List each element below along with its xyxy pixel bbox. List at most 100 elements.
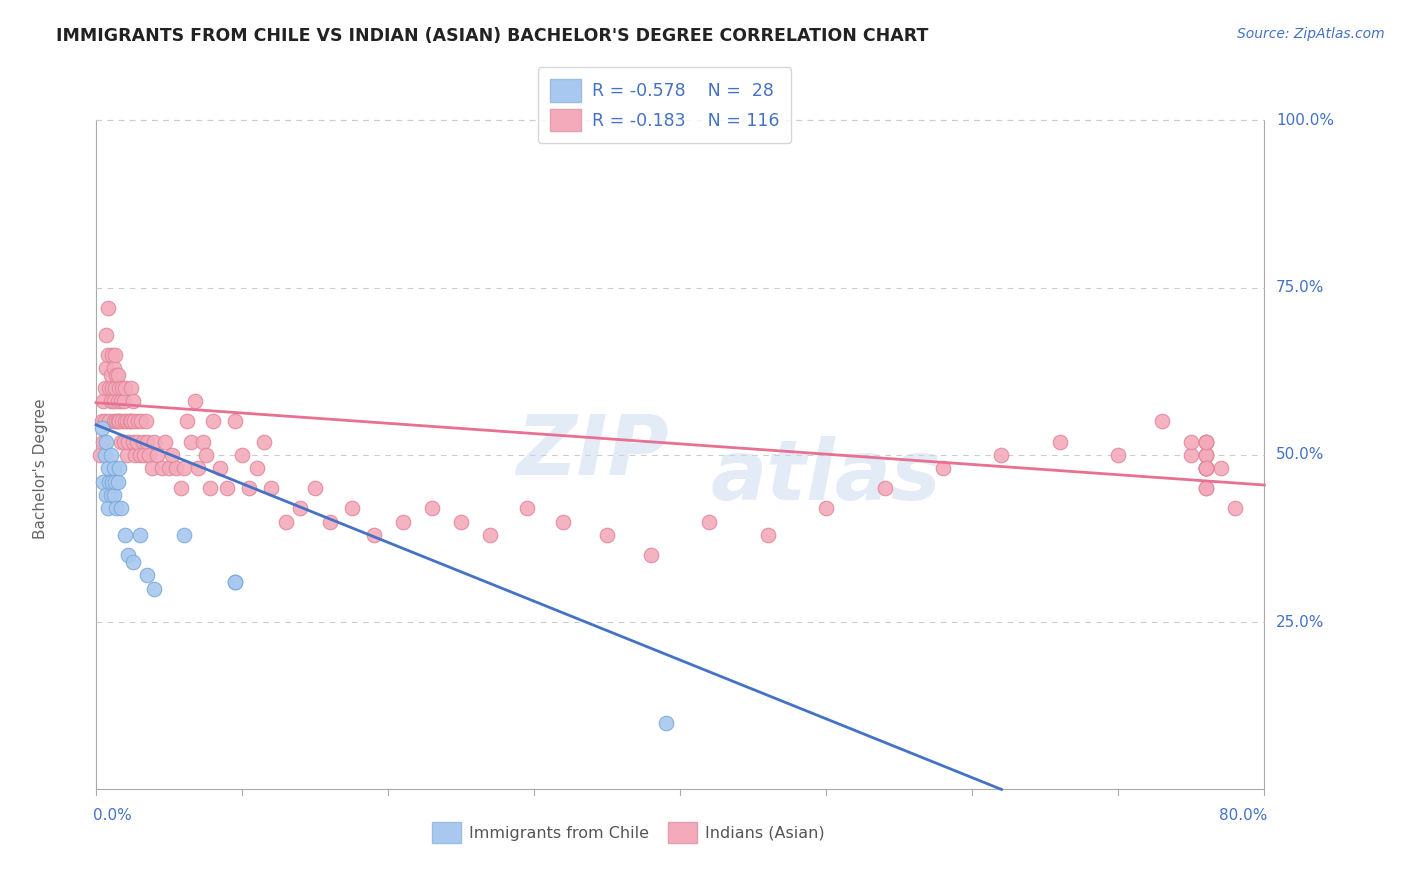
Point	[553, 515, 575, 529]
Text: 75.0%: 75.0%	[1277, 280, 1324, 295]
Text: IMMIGRANTS FROM CHILE VS INDIAN (ASIAN) BACHELOR'S DEGREE CORRELATION CHART: IMMIGRANTS FROM CHILE VS INDIAN (ASIAN) …	[56, 27, 928, 45]
Point	[1195, 461, 1218, 475]
Point	[93, 394, 115, 409]
Point	[110, 394, 132, 409]
Point	[107, 414, 129, 428]
Point	[1195, 461, 1218, 475]
Point	[97, 348, 120, 362]
Text: Source: ZipAtlas.com: Source: ZipAtlas.com	[1237, 27, 1385, 41]
Point	[253, 434, 276, 449]
Point	[187, 461, 209, 475]
Point	[756, 528, 779, 542]
Point	[101, 348, 124, 362]
Point	[873, 482, 896, 496]
Text: 50.0%: 50.0%	[1277, 448, 1324, 462]
Point	[209, 461, 232, 475]
Point	[108, 414, 131, 428]
Point	[111, 381, 134, 395]
Point	[121, 394, 143, 409]
Point	[138, 448, 160, 462]
Point	[90, 414, 112, 428]
Point	[143, 582, 166, 596]
Point	[96, 488, 118, 502]
Point	[114, 381, 136, 395]
Point	[112, 394, 135, 409]
Point	[108, 461, 131, 475]
Point	[117, 434, 139, 449]
Point	[479, 528, 502, 542]
Point	[114, 414, 136, 428]
Point	[94, 448, 117, 462]
Point	[340, 501, 363, 516]
Point	[105, 368, 128, 382]
Point	[201, 414, 224, 428]
Point	[94, 414, 117, 428]
Point	[94, 381, 117, 395]
Point	[98, 414, 121, 428]
Point	[1195, 448, 1218, 462]
Text: 80.0%: 80.0%	[1219, 808, 1267, 823]
Point	[101, 381, 124, 395]
Point	[132, 434, 155, 449]
Point	[107, 368, 129, 382]
Point	[93, 434, 115, 449]
Point	[103, 414, 125, 428]
Point	[1152, 414, 1174, 428]
Point	[420, 501, 443, 516]
Text: 0.0%: 0.0%	[93, 808, 132, 823]
Point	[97, 301, 120, 315]
Point	[640, 548, 662, 563]
Point	[104, 475, 127, 489]
Point	[224, 414, 246, 428]
Text: atlas: atlas	[711, 436, 942, 516]
Point	[103, 461, 125, 475]
Point	[143, 434, 166, 449]
Point	[1180, 434, 1202, 449]
Point	[93, 475, 115, 489]
Point	[117, 548, 139, 563]
Point	[260, 482, 283, 496]
Point	[100, 394, 122, 409]
Point	[135, 414, 157, 428]
Point	[450, 515, 472, 529]
Point	[274, 515, 297, 529]
Point	[125, 434, 148, 449]
Point	[194, 448, 217, 462]
Point	[184, 394, 207, 409]
Point	[1195, 434, 1218, 449]
Point	[304, 482, 326, 496]
Point	[98, 381, 121, 395]
Point	[217, 482, 239, 496]
Point	[120, 414, 142, 428]
Point	[170, 482, 193, 496]
Point	[107, 475, 129, 489]
Point	[231, 448, 253, 462]
Point	[198, 482, 221, 496]
Point	[191, 434, 214, 449]
Point	[110, 501, 132, 516]
Text: ZIP: ZIP	[516, 411, 669, 492]
Point	[134, 448, 156, 462]
Point	[89, 448, 111, 462]
Point	[105, 501, 128, 516]
Point	[150, 461, 173, 475]
Point	[115, 414, 138, 428]
Point	[180, 434, 202, 449]
Point	[990, 448, 1012, 462]
Point	[1195, 461, 1218, 475]
Point	[98, 475, 121, 489]
Point	[105, 414, 128, 428]
Point	[153, 434, 176, 449]
Point	[100, 368, 122, 382]
Point	[101, 475, 124, 489]
Point	[173, 528, 195, 542]
Point	[124, 448, 146, 462]
Point	[136, 568, 159, 582]
Point	[1195, 448, 1218, 462]
Point	[141, 461, 163, 475]
Point	[1049, 434, 1071, 449]
Point	[1223, 501, 1246, 516]
Point	[128, 448, 150, 462]
Point	[1195, 434, 1218, 449]
Point	[111, 414, 134, 428]
